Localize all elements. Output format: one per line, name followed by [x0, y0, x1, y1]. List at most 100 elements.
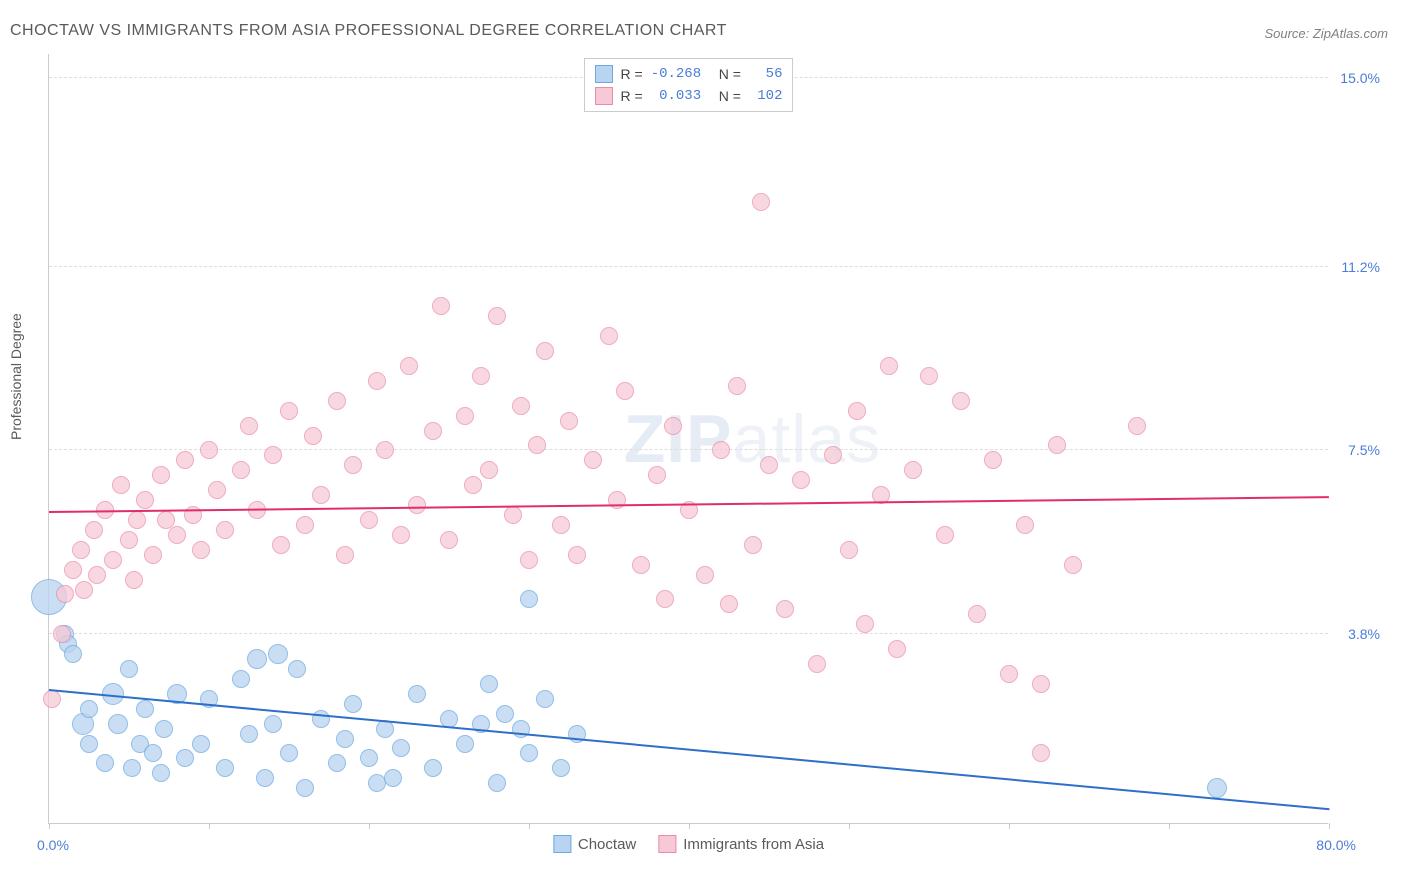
- scatter-point: [176, 451, 194, 469]
- scatter-point: [80, 735, 98, 753]
- scatter-point: [1032, 744, 1050, 762]
- scatter-point: [296, 516, 314, 534]
- x-tick: [369, 823, 370, 829]
- scatter-point: [192, 541, 210, 559]
- legend-series-label: Immigrants from Asia: [683, 836, 824, 853]
- scatter-point: [128, 511, 146, 529]
- scatter-point: [984, 451, 1002, 469]
- scatter-point: [336, 546, 354, 564]
- scatter-point: [168, 526, 186, 544]
- scatter-point: [728, 377, 746, 395]
- scatter-point: [344, 695, 362, 713]
- scatter-point: [520, 744, 538, 762]
- scatter-point: [552, 516, 570, 534]
- scatter-point: [824, 446, 842, 464]
- scatter-point: [480, 461, 498, 479]
- scatter-point: [240, 725, 258, 743]
- watermark: ZIPatlas: [624, 400, 881, 478]
- scatter-point: [696, 566, 714, 584]
- scatter-point: [1207, 778, 1227, 798]
- scatter-point: [792, 471, 810, 489]
- scatter-point: [560, 412, 578, 430]
- scatter-point: [312, 710, 330, 728]
- y-axis-label: Professional Degree: [8, 313, 24, 440]
- scatter-point: [120, 531, 138, 549]
- scatter-point: [80, 700, 98, 718]
- scatter-point: [456, 735, 474, 753]
- scatter-point: [272, 536, 290, 554]
- scatter-point: [480, 675, 498, 693]
- scatter-point: [288, 660, 306, 678]
- scatter-point: [296, 779, 314, 797]
- scatter-point: [56, 585, 74, 603]
- scatter-point: [123, 759, 141, 777]
- scatter-point: [392, 526, 410, 544]
- watermark-bold: ZIP: [624, 401, 733, 477]
- scatter-point: [120, 660, 138, 678]
- scatter-point: [176, 749, 194, 767]
- legend-swatch: [553, 835, 571, 853]
- scatter-point: [264, 446, 282, 464]
- scatter-point: [200, 441, 218, 459]
- y-tick-label: 3.8%: [1348, 626, 1380, 642]
- scatter-point: [136, 491, 154, 509]
- scatter-point: [304, 427, 322, 445]
- scatter-point: [208, 481, 226, 499]
- chart-area: ZIPatlas 3.8%7.5%11.2%15.0%0.0%80.0%R =-…: [48, 54, 1328, 824]
- grid-line: [49, 449, 1328, 450]
- legend-series-item: Choctaw: [553, 835, 636, 853]
- scatter-point: [512, 397, 530, 415]
- scatter-point: [96, 754, 114, 772]
- scatter-point: [112, 476, 130, 494]
- scatter-point: [744, 536, 762, 554]
- scatter-point: [536, 342, 554, 360]
- scatter-point: [108, 714, 128, 734]
- scatter-point: [720, 595, 738, 613]
- legend-n-value: 102: [749, 85, 783, 107]
- scatter-point: [1048, 436, 1066, 454]
- legend-stats-row: R =-0.268N = 56: [595, 63, 783, 85]
- scatter-point: [328, 754, 346, 772]
- scatter-point: [936, 526, 954, 544]
- scatter-point: [520, 551, 538, 569]
- x-axis-max-label: 80.0%: [1316, 837, 1356, 853]
- scatter-point: [488, 774, 506, 792]
- scatter-point: [920, 367, 938, 385]
- scatter-point: [64, 561, 82, 579]
- scatter-point: [392, 739, 410, 757]
- scatter-point: [64, 645, 82, 663]
- legend-stats-row: R = 0.033 N = 102: [595, 85, 783, 107]
- scatter-point: [664, 417, 682, 435]
- grid-line: [49, 633, 1328, 634]
- legend-stats: R =-0.268N = 56R = 0.033 N = 102: [584, 58, 794, 112]
- scatter-point: [464, 476, 482, 494]
- x-tick: [1009, 823, 1010, 829]
- scatter-point: [280, 402, 298, 420]
- scatter-point: [424, 759, 442, 777]
- trend-line: [49, 689, 1329, 810]
- legend-r-label: R =: [621, 85, 643, 107]
- scatter-point: [616, 382, 634, 400]
- scatter-point: [360, 511, 378, 529]
- scatter-point: [1016, 516, 1034, 534]
- source-label: Source: ZipAtlas.com: [1264, 26, 1388, 41]
- chart-title: CHOCTAW VS IMMIGRANTS FROM ASIA PROFESSI…: [10, 22, 727, 40]
- scatter-point: [760, 456, 778, 474]
- scatter-point: [88, 566, 106, 584]
- legend-series-item: Immigrants from Asia: [658, 835, 824, 853]
- scatter-point: [360, 749, 378, 767]
- scatter-point: [240, 417, 258, 435]
- grid-line: [49, 266, 1328, 267]
- scatter-point: [752, 193, 770, 211]
- legend-n-label: N =: [719, 85, 741, 107]
- scatter-point: [264, 715, 282, 733]
- legend-r-value: 0.033: [651, 85, 711, 107]
- legend-swatch: [595, 87, 613, 105]
- scatter-point: [456, 407, 474, 425]
- legend-n-value: 56: [749, 63, 783, 85]
- x-tick: [1169, 823, 1170, 829]
- scatter-point: [904, 461, 922, 479]
- scatter-point: [520, 590, 538, 608]
- scatter-point: [808, 655, 826, 673]
- scatter-point: [336, 730, 354, 748]
